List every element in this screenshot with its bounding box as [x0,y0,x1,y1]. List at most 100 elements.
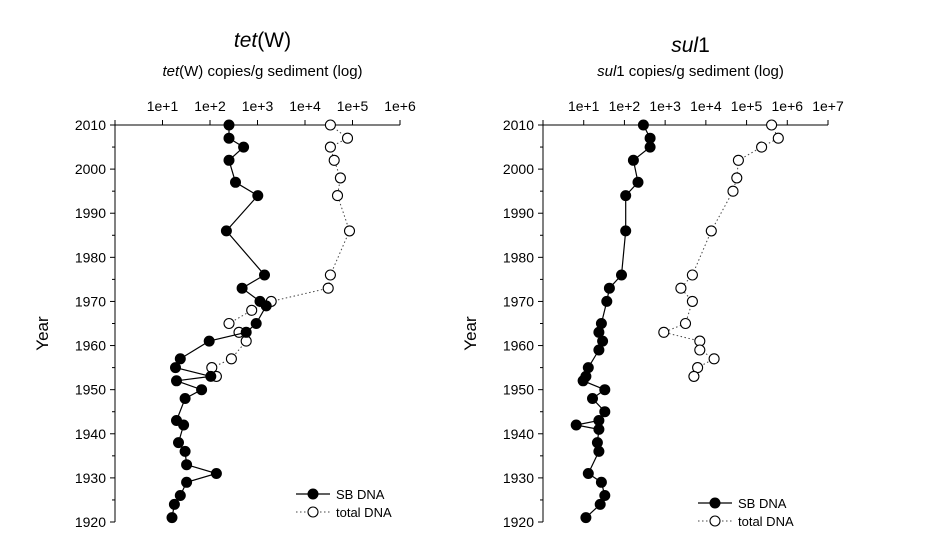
chart-title-suffix: (W) [257,29,291,52]
x-tick-label: 1e+5 [731,98,763,114]
sb-dna-point [179,445,191,457]
y-tick-label: 1960 [75,338,106,354]
sb-dna-point [595,476,607,488]
sb-dna-point [260,300,272,312]
sb-dna-point [178,419,190,431]
y-axis-label: Year [33,316,52,351]
total-dna-point [223,317,235,330]
x-tick-label: 1e+4 [289,98,321,114]
sb-dna-point [599,384,611,396]
total-dna-point [324,141,336,153]
y-axis-label: Year [461,316,480,351]
legend-sb-dna-marker [307,488,319,500]
x-tick-label: 1e+7 [812,98,844,114]
sb-dna-point [591,437,603,449]
y-tick-label: 1950 [75,382,106,398]
x-axis-label-gene: sul [597,63,617,80]
y-tick-label: 1950 [503,382,534,398]
sb-dna-point [616,269,627,281]
total-dna-point [225,353,237,365]
sb-dna-point [171,375,182,387]
sb-dna-point [570,419,582,431]
sb-dna-point [593,344,605,356]
total-dna-point [324,269,336,281]
sb-dna-point [174,490,186,501]
sb-dna-point [168,498,180,510]
x-tick-label: 1e+2 [194,98,226,114]
sb-dna-point [599,406,611,418]
sb-dna-point [240,326,252,338]
sb-dna-point [603,282,615,294]
sb-dna-point [580,512,592,524]
sb-dna-point [601,295,613,307]
total-dna-point [686,269,698,281]
y-tick-label: 2000 [75,161,106,177]
sb-dna-point [250,318,262,329]
x-tick-label: 1e+6 [772,98,804,114]
sb-dna-point [620,225,632,237]
y-tick-label: 2010 [503,117,534,133]
y-tick-label: 1940 [75,426,106,442]
legend-sb-dna-label: SB DNA [738,496,787,511]
legend-sb-dna-label: SB DNA [336,487,385,502]
sb-dna-point [637,119,649,131]
sb-dna-point [599,490,611,501]
y-tick-label: 2000 [503,161,534,177]
sb-dna-point [205,370,217,382]
sb-dna-point [170,362,181,374]
total-dna-point [705,225,717,237]
sb-dna-point [587,393,598,404]
total-dna-point [679,317,692,330]
x-tick-label: 1e+5 [337,98,369,114]
chart-title-gene: tet [234,29,259,52]
sb-dna-point [577,375,589,387]
total-dna-point [334,172,346,184]
total-dna-point [341,132,354,144]
sb-dna-point [223,154,235,166]
total-dna-point [688,370,700,382]
total-dna-point [694,344,706,356]
sb-dna-point [181,476,193,488]
chart-title: sul1 [671,34,710,57]
sb-dna-point [594,498,606,510]
total-dna-point [658,326,670,338]
chart-title-suffix: 1 [698,34,710,57]
total-dna-point [708,353,720,365]
sb-dna-point [166,512,178,524]
total-dna-point [343,225,356,237]
total-dna-line [211,124,351,377]
total-dna-point [732,154,744,166]
y-tick-label: 1920 [75,514,106,530]
x-tick-label: 1e+4 [690,98,722,114]
total-dna-point [766,119,778,131]
sb-dna-point [259,269,270,281]
sb-dna-point [593,423,605,435]
sb-dna-point [210,468,222,479]
y-tick-label: 1970 [75,293,106,309]
y-tick-label: 1980 [75,249,106,265]
total-dna-point [331,190,344,202]
total-dna-point [324,119,336,131]
x-tick-label: 1e+6 [384,98,416,114]
total-dna-point [686,295,698,307]
tetw-chart: tet(W)tet(W) copies/g sediment (log)1e+1… [33,29,416,530]
total-dna-point [772,132,784,144]
sb-dna-point [627,154,639,166]
x-axis-label-rest: (W) copies/g sediment (log) [179,63,362,80]
x-axis-label: sul1 copies/g sediment (log) [597,63,784,80]
sb-dna-point [236,282,248,294]
sb-dna-point [181,459,193,471]
chart-title: tet(W) [234,29,291,52]
sb-dna-point [252,190,264,202]
legend-total-dna-label: total DNA [336,505,392,520]
sb-dna-point [223,132,235,144]
sb-dna-point [223,119,235,131]
x-axis-label: tet(W) copies/g sediment (log) [162,63,362,80]
y-tick-label: 1990 [503,205,534,221]
legend-total-dna-marker [307,506,319,518]
x-axis-label-gene: tet [162,63,180,80]
total-dna-point [322,282,334,294]
x-tick-label: 1e+1 [568,98,600,114]
